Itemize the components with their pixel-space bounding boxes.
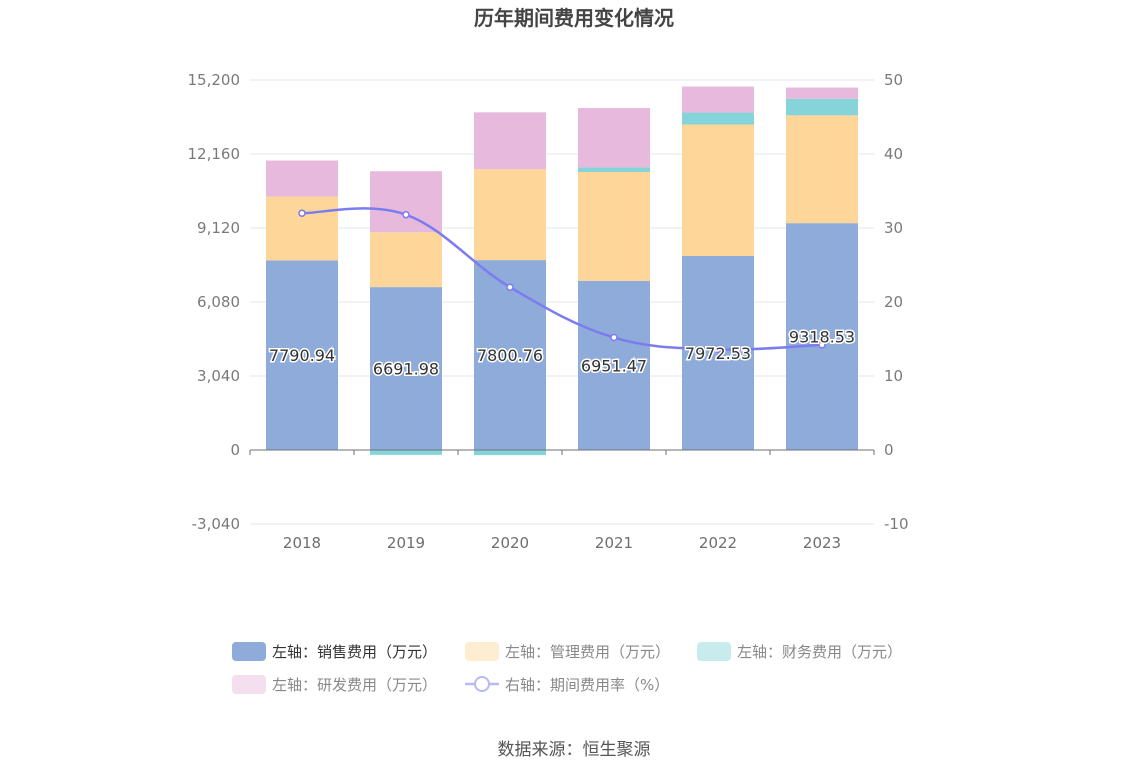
x-tick-label: 2023 (803, 534, 841, 552)
legend-label-rate: 右轴：期间费用率（%） (505, 676, 669, 694)
bar-sales (266, 260, 338, 450)
rate-point (506, 283, 514, 291)
bar-finance (682, 112, 754, 125)
bar-admin (474, 169, 546, 261)
legend-label-finance: 左轴：财务费用（万元） (737, 643, 902, 661)
bar-admin (682, 124, 754, 256)
data-label: 7972.53 (685, 344, 751, 363)
bar-sales (474, 260, 546, 450)
legend-label-rd: 左轴：研发费用（万元） (272, 676, 437, 694)
bar-finance (578, 167, 650, 172)
data-label: 9318.53 (789, 328, 855, 347)
bar-rd (266, 160, 338, 197)
left-axis: -3,040 0 3,040 6,080 9,120 12,160 15,200 (188, 71, 241, 533)
legend-label-sales: 左轴：销售费用（万元） (272, 643, 437, 661)
rate-point (402, 210, 410, 219)
source-note: 数据来源：恒生聚源 (498, 740, 651, 760)
bar-sales (786, 223, 858, 450)
left-tick-label: 0 (230, 441, 240, 459)
right-tick-label: 30 (884, 219, 903, 237)
left-tick-label: 15,200 (188, 71, 241, 89)
right-tick-label: 0 (884, 441, 894, 459)
bars (266, 86, 858, 456)
bar-admin (370, 232, 442, 288)
legend-line-marker (474, 676, 490, 692)
bar-finance (370, 450, 442, 455)
bar-admin (578, 171, 650, 281)
rate-point (714, 345, 722, 354)
left-tick-label: 12,160 (188, 145, 241, 163)
legend-swatch-rd (232, 675, 266, 694)
right-tick-label: -10 (884, 515, 909, 533)
grid (250, 79, 874, 525)
right-tick-label: 50 (884, 71, 903, 89)
right-tick-label: 20 (884, 293, 903, 311)
left-tick-label: -3,040 (192, 515, 240, 533)
data-label: 6691.98 (373, 360, 439, 379)
x-tick-label: 2020 (491, 534, 529, 552)
legend-label-admin: 左轴：管理费用（万元） (505, 643, 670, 661)
bar-finance (474, 450, 546, 456)
x-tick-label: 2018 (283, 534, 321, 552)
chart-title: 历年期间费用变化情况 (474, 6, 674, 30)
bar-rd (786, 87, 858, 99)
bar-rd (578, 107, 650, 168)
legend-swatch-finance (697, 642, 731, 661)
legend-swatch-sales (232, 642, 266, 661)
x-tick-label: 2019 (387, 534, 425, 552)
x-tick-label: 2021 (595, 534, 633, 552)
rate-line (301, 207, 823, 351)
bar-sales (370, 287, 442, 450)
data-label: 7790.94 (269, 346, 335, 365)
right-tick-label: 40 (884, 145, 903, 163)
right-tick-label: 10 (884, 367, 903, 385)
rate-line-layer (298, 207, 826, 354)
bar-finance (786, 98, 858, 116)
left-tick-label: 3,040 (197, 367, 240, 385)
rate-point (818, 341, 826, 349)
bar-rd (682, 86, 754, 113)
right-axis: -10 0 10 20 30 40 50 (884, 71, 909, 533)
bar-rd (370, 171, 442, 233)
left-tick-label: 9,120 (197, 219, 240, 237)
bar-admin (786, 115, 858, 224)
bar-sales (578, 280, 650, 450)
bar-rd (474, 112, 546, 170)
data-labels: 7790.94 6691.98 7800.76 6951.47 7972.53 9318.… (267, 326, 856, 380)
data-label: 7800.76 (477, 346, 543, 365)
x-tick-label: 2022 (699, 534, 737, 552)
left-tick-label: 6,080 (197, 293, 240, 311)
data-label: 6951.47 (581, 356, 647, 375)
bar-admin (266, 196, 338, 261)
rate-point (298, 209, 306, 217)
rate-point (610, 333, 618, 342)
legend-swatch-admin (465, 642, 499, 661)
x-axis: 2018 2019 2020 2021 2022 2023 (249, 450, 875, 552)
legend: 左轴：销售费用（万元） 左轴：管理费用（万元） 左轴：财务费用（万元） 左轴：研发费用… (232, 642, 902, 694)
